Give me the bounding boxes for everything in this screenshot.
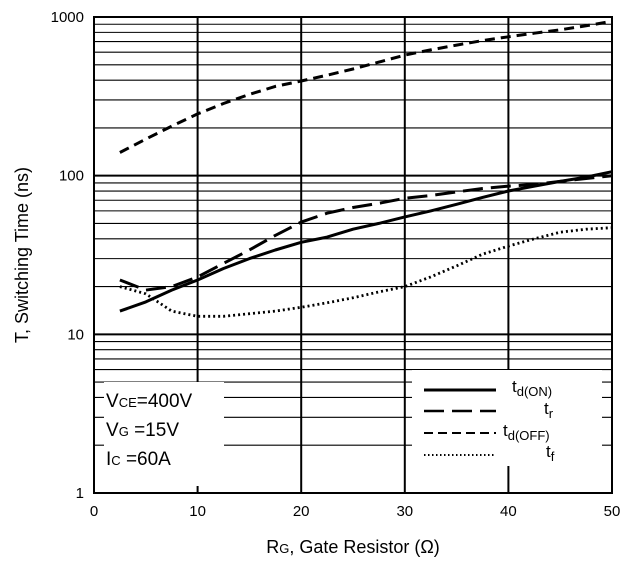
legend-label-tr: tr — [544, 399, 554, 421]
plot-frame — [93, 16, 613, 494]
x-tick-labels: 0 10 20 30 40 50 — [90, 503, 621, 520]
condition-vce: VCE=400V — [106, 391, 193, 412]
condition-ic: IC =60A — [106, 449, 171, 470]
legend-label-td-off: td(OFF) — [503, 421, 550, 443]
conditions-background — [104, 382, 224, 486]
condition-vg: VG =15V — [106, 420, 179, 441]
series-lines — [119, 19, 613, 318]
y-tick-labels: 1 10 100 1000 — [51, 9, 84, 502]
series-line-td-off — [119, 19, 613, 154]
y-tick-label: 1000 — [51, 9, 84, 26]
legend: td(ON) tr td(OFF) tf — [412, 370, 602, 466]
x-tick-label: 50 — [604, 503, 621, 520]
legend-background — [412, 370, 602, 466]
y-tick-label: 1 — [76, 485, 84, 502]
y-tick-label: 10 — [67, 326, 84, 343]
x-tick-label: 30 — [396, 503, 413, 520]
legend-label-tf: tf — [546, 442, 555, 464]
series-line-tr — [119, 174, 613, 292]
minor-gridlines — [94, 23, 612, 446]
x-tick-label: 10 — [189, 503, 206, 520]
series-line-td-on — [119, 170, 613, 313]
x-axis-title: RG, Gate Resistor (Ω) — [266, 537, 440, 557]
x-tick-label: 0 — [90, 503, 98, 520]
series-line-tf — [119, 226, 613, 318]
legend-label-td-on: td(ON) — [512, 377, 552, 399]
y-tick-label: 100 — [59, 168, 84, 185]
y-axis-title: T, Switching Time (ns) — [12, 167, 32, 343]
x-tick-label: 40 — [500, 503, 517, 520]
x-tick-label: 20 — [293, 503, 310, 520]
conditions-box: VCE=400V VG =15V IC =60A — [104, 382, 224, 486]
